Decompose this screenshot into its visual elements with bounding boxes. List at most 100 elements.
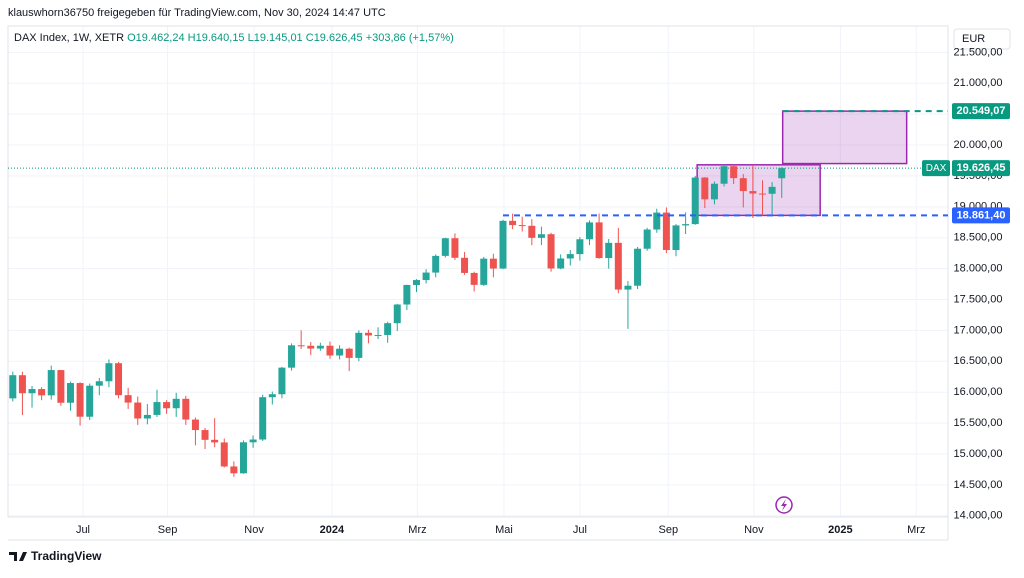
candle-body (182, 398, 190, 420)
candle-body (489, 258, 497, 269)
candle-body (374, 334, 382, 336)
candle-body (422, 272, 430, 281)
candle-body (249, 439, 257, 443)
x-tick-label: Sep (158, 524, 178, 536)
candle-body (66, 383, 74, 403)
candle-body (316, 345, 324, 349)
candle-body (470, 272, 478, 285)
y-tick-label: 21.500,00 (954, 46, 1003, 58)
candle-body (393, 304, 401, 324)
candle-body (288, 345, 296, 368)
candle-body (730, 166, 738, 179)
candle-body (134, 402, 142, 419)
candle-body (537, 234, 545, 238)
candle-body (768, 186, 776, 194)
lightning-icon[interactable] (775, 496, 793, 514)
candle-body (268, 394, 276, 398)
y-tick-label: 20.000,00 (954, 139, 1003, 151)
candle-body (662, 212, 670, 251)
plot-frame (7, 25, 949, 518)
range-box (781, 110, 908, 165)
y-tick-label: 14.500,00 (954, 479, 1003, 491)
candle-body (509, 220, 517, 226)
candle-body (115, 363, 123, 396)
candle-body (172, 398, 180, 409)
candle-body (499, 220, 507, 269)
level-label-bg (952, 207, 1010, 224)
candle-body (595, 222, 603, 259)
y-tick-label: 17.500,00 (954, 293, 1003, 305)
legend: DAX Index, 1W, XETR O19.462,24 H19.640,1… (14, 32, 454, 44)
candle-body (585, 222, 593, 240)
candle-body (701, 177, 709, 200)
last-price-symbol-bg (922, 160, 950, 177)
level-label-bg (952, 103, 1010, 120)
candle-body (557, 258, 565, 269)
candle-body (480, 258, 488, 285)
candle-body (547, 234, 555, 269)
candle-body (278, 367, 286, 395)
credit: klauswhorn36750 freigegeben für TradingV… (8, 7, 386, 19)
candle-body (124, 395, 132, 403)
candle-body (614, 242, 622, 290)
candle-body (672, 225, 680, 251)
candle-body (682, 224, 690, 226)
x-tick-label: Mrz (907, 524, 925, 536)
candle-body (9, 375, 17, 399)
y-tick-label: 18.500,00 (954, 232, 1003, 244)
candle-body (153, 402, 161, 415)
x-tick-label: Sep (659, 524, 679, 536)
candle-body (634, 248, 642, 286)
legend-close: C19.626,45 (306, 32, 363, 44)
candle-body (57, 370, 65, 403)
candle-body (451, 238, 459, 258)
candle-body (749, 191, 757, 194)
x-tick-label: Jul (76, 524, 90, 536)
candle-body (643, 229, 651, 249)
y-tick-label: 21.000,00 (954, 77, 1003, 89)
candle-body (163, 402, 171, 409)
candle-body (653, 212, 661, 230)
candle-body (201, 430, 209, 440)
x-tick-label: Nov (744, 524, 764, 536)
currency: EUR (962, 33, 985, 45)
last-price-label-bg (952, 160, 1010, 177)
y-tick-label: 15.500,00 (954, 417, 1003, 429)
y-tick-label: 16.000,00 (954, 386, 1003, 398)
candle-body (461, 257, 469, 273)
candle-body (76, 383, 84, 417)
candle-body (220, 442, 228, 467)
candle-body (239, 442, 247, 474)
x-tick-label: Mai (495, 524, 513, 536)
currency-box[interactable] (953, 28, 1011, 50)
candle-body (739, 178, 747, 192)
legend-open: O19.462,24 (127, 32, 185, 44)
candle-body (403, 284, 411, 305)
candle-body (211, 439, 219, 443)
legend-high: H19.640,15 (188, 32, 245, 44)
level-label: 18.861,40 (957, 209, 1006, 221)
candle-body (576, 239, 584, 255)
y-tick-label: 14.000,00 (954, 510, 1003, 522)
candle-body (691, 177, 699, 225)
candle-body (47, 370, 55, 396)
candle-body (778, 168, 786, 179)
x-tick-label: Mrz (408, 524, 426, 536)
legend-low: L19.145,01 (248, 32, 303, 44)
candle-body (364, 332, 372, 336)
candle-body (336, 348, 344, 356)
x-tick-label: 2024 (320, 524, 345, 536)
y-tick-label: 17.000,00 (954, 324, 1003, 336)
candle-body (326, 345, 334, 356)
grid (8, 26, 948, 517)
candle-body (191, 419, 199, 431)
logo-text: TradingView (31, 549, 102, 563)
y-tick-label: 15.000,00 (954, 448, 1003, 460)
x-tick-label: 2025 (828, 524, 852, 536)
y-tick-label: 16.500,00 (954, 355, 1003, 367)
candle-body (384, 323, 392, 335)
x-tick-label: Nov (244, 524, 264, 536)
candle-body (143, 414, 151, 419)
candle-body (624, 285, 632, 290)
